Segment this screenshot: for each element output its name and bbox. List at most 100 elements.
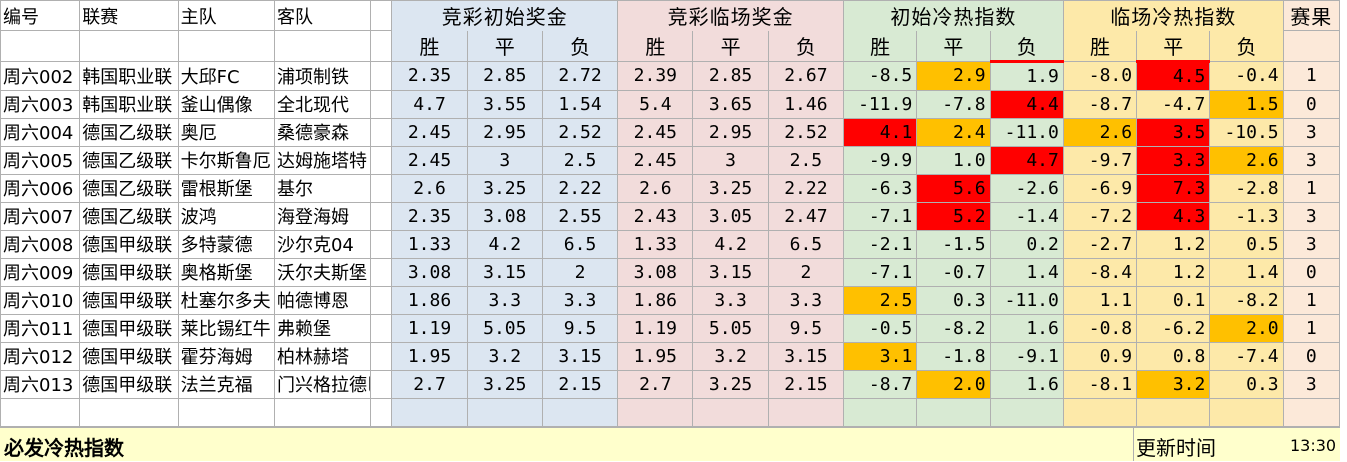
- initial-heat-win[interactable]: -11.9: [843, 89, 918, 119]
- match-result[interactable]: 0: [1282, 341, 1341, 371]
- final-odds-draw[interactable]: 3: [692, 145, 769, 175]
- match-result[interactable]: 3: [1282, 201, 1341, 231]
- final-heat-draw[interactable]: -4.7: [1136, 89, 1211, 119]
- initial-odds-draw[interactable]: 3.08: [466, 201, 543, 231]
- sub-header-lose[interactable]: 负: [1209, 30, 1284, 62]
- initial-heat-lose[interactable]: 1.4: [989, 257, 1064, 287]
- away-team[interactable]: 浦项制铁: [273, 60, 372, 91]
- initial-heat-draw[interactable]: 1.0: [916, 145, 991, 175]
- initial-heat-win[interactable]: -2.1: [843, 229, 918, 259]
- home-team[interactable]: 奥厄: [177, 117, 275, 147]
- final-heat-lose[interactable]: 0.5: [1209, 229, 1284, 259]
- final-heat-win[interactable]: -8.1: [1062, 369, 1138, 399]
- initial-odds-win[interactable]: 1.86: [391, 285, 468, 315]
- sub-header-win[interactable]: 胜: [843, 30, 918, 62]
- initial-odds-win[interactable]: 3.08: [391, 257, 468, 287]
- match-id[interactable]: 周六009: [0, 257, 81, 287]
- initial-odds-draw[interactable]: 3.55: [466, 89, 543, 119]
- final-odds-lose[interactable]: 2.5: [767, 145, 845, 175]
- final-heat-win[interactable]: -6.9: [1062, 173, 1138, 203]
- initial-odds-lose[interactable]: 3.15: [541, 341, 619, 371]
- header-home[interactable]: 主队: [177, 0, 275, 31]
- away-team[interactable]: 海登海姆: [273, 201, 372, 231]
- initial-heat-win[interactable]: 2.5: [843, 285, 918, 315]
- cell-empty[interactable]: [370, 117, 393, 147]
- initial-odds-lose[interactable]: 9.5: [541, 313, 619, 343]
- initial-heat-lose[interactable]: -9.1: [989, 341, 1064, 371]
- match-result[interactable]: 1: [1282, 313, 1341, 343]
- league-name[interactable]: 德国乙级联: [79, 201, 179, 231]
- away-team[interactable]: 沙尔克04: [273, 229, 372, 259]
- final-odds-win[interactable]: 1.95: [617, 341, 694, 371]
- league-name[interactable]: 德国甲级联: [79, 313, 179, 343]
- initial-odds-win[interactable]: 4.7: [391, 89, 468, 119]
- initial-heat-draw[interactable]: -1.8: [916, 341, 991, 371]
- cell-empty[interactable]: [273, 30, 372, 62]
- match-id[interactable]: 周六004: [0, 117, 81, 147]
- final-heat-draw[interactable]: 3.3: [1136, 145, 1211, 175]
- cell-empty[interactable]: [541, 397, 619, 427]
- final-heat-win[interactable]: 2.6: [1062, 117, 1138, 147]
- league-name[interactable]: 韩国职业联: [79, 89, 179, 119]
- header-initial-odds[interactable]: 竞彩初始奖金: [391, 0, 619, 31]
- cell-empty[interactable]: [391, 397, 468, 427]
- final-heat-lose[interactable]: 1.5: [1209, 89, 1284, 119]
- final-heat-draw[interactable]: 3.5: [1136, 117, 1211, 147]
- final-heat-lose[interactable]: -10.5: [1209, 117, 1284, 147]
- match-id[interactable]: 周六011: [0, 313, 81, 343]
- initial-odds-win[interactable]: 1.33: [391, 229, 468, 259]
- final-odds-lose[interactable]: 2.15: [767, 369, 845, 399]
- initial-heat-win[interactable]: -7.1: [843, 201, 918, 231]
- final-odds-win[interactable]: 2.45: [617, 117, 694, 147]
- header-final-odds[interactable]: 竞彩临场奖金: [617, 0, 845, 31]
- final-odds-draw[interactable]: 3.65: [692, 89, 769, 119]
- initial-odds-lose[interactable]: 2.52: [541, 117, 619, 147]
- cell-empty[interactable]: [177, 30, 275, 62]
- initial-heat-lose[interactable]: 0.2: [989, 229, 1064, 259]
- initial-odds-draw[interactable]: 2.85: [466, 60, 543, 91]
- initial-heat-lose[interactable]: 1.6: [989, 313, 1064, 343]
- sub-header-lose[interactable]: 负: [767, 30, 845, 62]
- final-odds-win[interactable]: 2.39: [617, 60, 694, 91]
- initial-odds-draw[interactable]: 3.25: [466, 173, 543, 203]
- final-heat-win[interactable]: -8.7: [1062, 89, 1138, 119]
- home-team[interactable]: 波鸿: [177, 201, 275, 231]
- final-heat-draw[interactable]: 0.1: [1136, 285, 1211, 315]
- cell-empty[interactable]: [370, 30, 393, 62]
- match-id[interactable]: 周六008: [0, 229, 81, 259]
- final-odds-draw[interactable]: 3.2: [692, 341, 769, 371]
- final-odds-win[interactable]: 2.7: [617, 369, 694, 399]
- initial-heat-lose[interactable]: -2.6: [989, 173, 1064, 203]
- final-heat-win[interactable]: -9.7: [1062, 145, 1138, 175]
- initial-odds-lose[interactable]: 2.72: [541, 60, 619, 91]
- final-odds-win[interactable]: 5.4: [617, 89, 694, 119]
- final-heat-win[interactable]: -8.0: [1062, 60, 1138, 91]
- initial-odds-draw[interactable]: 3.25: [466, 369, 543, 399]
- final-heat-lose[interactable]: -1.3: [1209, 201, 1284, 231]
- league-name[interactable]: 德国甲级联: [79, 369, 179, 399]
- away-team[interactable]: 达姆施塔特: [273, 145, 372, 175]
- initial-odds-win[interactable]: 2.45: [391, 117, 468, 147]
- cell-empty[interactable]: [989, 397, 1064, 427]
- initial-heat-draw[interactable]: -0.7: [916, 257, 991, 287]
- initial-odds-win[interactable]: 2.45: [391, 145, 468, 175]
- final-odds-draw[interactable]: 4.2: [692, 229, 769, 259]
- sub-header-win[interactable]: 胜: [391, 30, 468, 62]
- match-result[interactable]: 3: [1282, 369, 1341, 399]
- away-team[interactable]: 帕德博恩: [273, 285, 372, 315]
- final-heat-win[interactable]: -0.8: [1062, 313, 1138, 343]
- final-odds-draw[interactable]: 3.05: [692, 201, 769, 231]
- update-time-label[interactable]: 更新时间: [1136, 436, 1216, 460]
- cell-empty[interactable]: [1136, 397, 1211, 427]
- final-heat-draw[interactable]: 0.8: [1136, 341, 1211, 371]
- final-odds-draw[interactable]: 3.15: [692, 257, 769, 287]
- cell-empty[interactable]: [617, 397, 694, 427]
- final-heat-win[interactable]: -8.4: [1062, 257, 1138, 287]
- initial-heat-lose[interactable]: -11.0: [989, 285, 1064, 315]
- cell-empty[interactable]: [692, 397, 769, 427]
- initial-heat-draw[interactable]: -1.5: [916, 229, 991, 259]
- final-odds-win[interactable]: 3.08: [617, 257, 694, 287]
- final-odds-win[interactable]: 1.33: [617, 229, 694, 259]
- sub-header-lose[interactable]: 负: [541, 30, 619, 62]
- match-id[interactable]: 周六006: [0, 173, 81, 203]
